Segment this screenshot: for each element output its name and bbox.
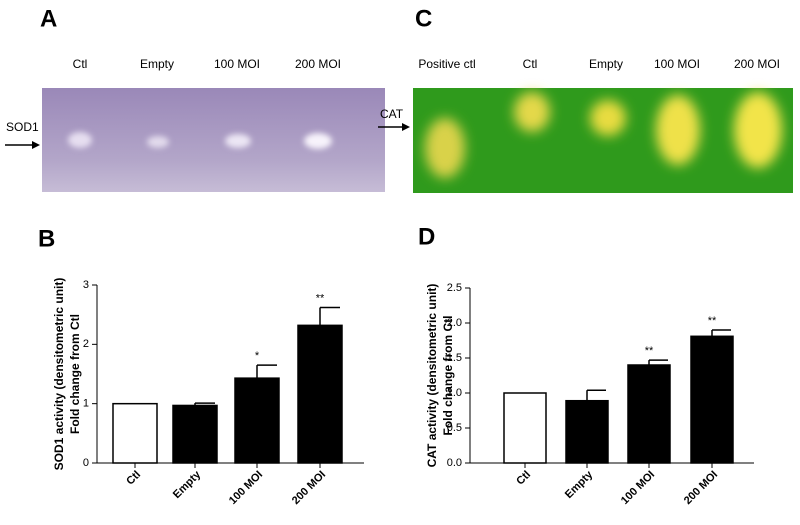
significance-label: ** bbox=[708, 315, 717, 327]
lane-label: Positive ctl bbox=[418, 57, 475, 71]
y-tick-label: 1 bbox=[83, 398, 89, 410]
y-tick-label: 1.0 bbox=[447, 387, 462, 399]
lane-label: Empty bbox=[589, 57, 623, 71]
lane-label: 100 MOI bbox=[654, 57, 700, 71]
y-tick-label: 0.5 bbox=[447, 422, 462, 434]
gel-bands bbox=[425, 92, 782, 178]
x-tick-label: 200 MOI bbox=[290, 469, 328, 507]
lane-label: 200 MOI bbox=[734, 57, 780, 71]
y-tick-label: 0.0 bbox=[447, 457, 462, 469]
bar bbox=[565, 399, 609, 464]
x-tick-label: Empty bbox=[171, 468, 204, 501]
marker-label: SOD1 bbox=[6, 120, 39, 134]
bar bbox=[627, 364, 671, 464]
y-tick-label: 2.5 bbox=[447, 282, 462, 294]
bar bbox=[172, 404, 218, 464]
bar bbox=[297, 324, 343, 464]
marker-label: CAT bbox=[380, 107, 404, 121]
bar bbox=[234, 377, 280, 464]
arrow-head bbox=[402, 123, 410, 131]
panel-label: A bbox=[40, 5, 57, 32]
bar bbox=[503, 392, 547, 464]
arrow-head bbox=[32, 141, 40, 149]
gel-image bbox=[42, 88, 385, 192]
panel-label: D bbox=[418, 223, 435, 250]
x-tick-label: Ctl bbox=[124, 469, 143, 488]
y-tick-label: 2.0 bbox=[447, 317, 462, 329]
bar bbox=[690, 335, 734, 464]
lane-label: 200 MOI bbox=[295, 57, 341, 71]
x-tick-label: 200 MOI bbox=[682, 469, 720, 507]
lane-label: Ctl bbox=[523, 57, 538, 71]
gel-bands bbox=[68, 132, 332, 149]
significance-label: ** bbox=[316, 292, 325, 304]
y-axis-label: Fold change from Ctl bbox=[68, 314, 82, 434]
lane-label: Empty bbox=[140, 57, 174, 71]
lane-label: Ctl bbox=[73, 57, 88, 71]
x-tick-label: 100 MOI bbox=[227, 469, 265, 507]
bar bbox=[112, 402, 158, 464]
significance-label: * bbox=[255, 350, 260, 362]
y-tick-label: 3 bbox=[83, 279, 89, 291]
y-tick-label: 0 bbox=[83, 457, 89, 469]
y-tick-label: 1.5 bbox=[447, 352, 462, 364]
panel-label: C bbox=[415, 5, 432, 32]
y-axis-label: SOD1 activity (densitometric unit) bbox=[52, 278, 66, 471]
y-axis-label: CAT activity (densitometric unit) bbox=[425, 284, 439, 468]
lane-label: 100 MOI bbox=[214, 57, 260, 71]
x-tick-label: Empty bbox=[563, 468, 596, 501]
y-tick-label: 2 bbox=[83, 338, 89, 350]
x-tick-label: 100 MOI bbox=[619, 469, 657, 507]
y-axis-label: Fold change from Ctl bbox=[441, 316, 455, 436]
panel-label: B bbox=[38, 225, 55, 252]
x-tick-label: Ctl bbox=[514, 469, 533, 488]
significance-label: ** bbox=[645, 345, 654, 357]
